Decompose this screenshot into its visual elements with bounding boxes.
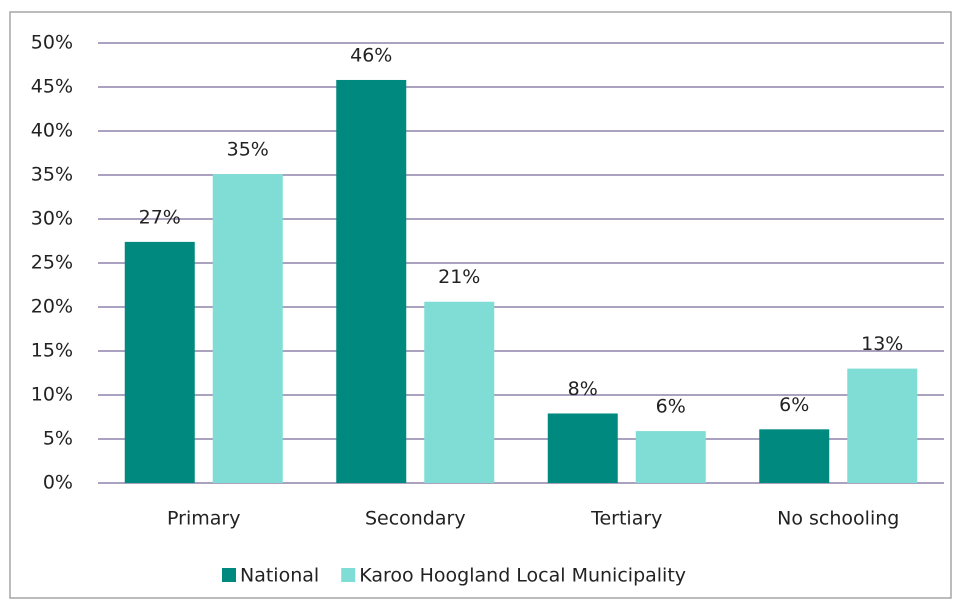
data-label: 6%	[656, 396, 686, 418]
bar	[424, 301, 495, 483]
bar	[847, 368, 918, 483]
y-tick-label: 35%	[31, 164, 73, 186]
data-label: 27%	[139, 206, 181, 228]
bar	[547, 413, 618, 483]
bar	[759, 429, 830, 483]
y-tick-label: 20%	[31, 296, 73, 318]
y-tick-label: 5%	[43, 428, 73, 450]
legend-swatch	[341, 568, 356, 582]
x-tick-label: No schooling	[777, 508, 899, 530]
x-tick-label: Secondary	[365, 508, 466, 530]
y-tick-label: 40%	[31, 120, 73, 142]
data-label: 21%	[438, 266, 480, 288]
data-label: 46%	[350, 44, 392, 66]
legend-label: National	[240, 565, 319, 587]
data-label: 13%	[861, 333, 903, 355]
x-tick-label: Primary	[167, 508, 240, 530]
bar	[336, 79, 407, 484]
x-tick-label: Tertiary	[590, 508, 662, 530]
y-tick-label: 50%	[31, 32, 73, 54]
y-tick-label: 30%	[31, 208, 73, 230]
y-tick-label: 10%	[31, 384, 73, 406]
data-label: 6%	[779, 394, 809, 416]
bar	[212, 174, 283, 483]
y-tick-label: 45%	[31, 76, 73, 98]
y-tick-label: 0%	[43, 472, 73, 494]
bar	[124, 241, 195, 483]
data-label: 8%	[568, 378, 598, 400]
legend-swatch	[222, 568, 236, 582]
legend-label: Karoo Hoogland Local Municipality	[359, 565, 686, 587]
bar	[635, 431, 706, 483]
data-label: 35%	[227, 139, 269, 161]
y-tick-label: 15%	[31, 340, 73, 362]
y-tick-label: 25%	[31, 252, 73, 274]
